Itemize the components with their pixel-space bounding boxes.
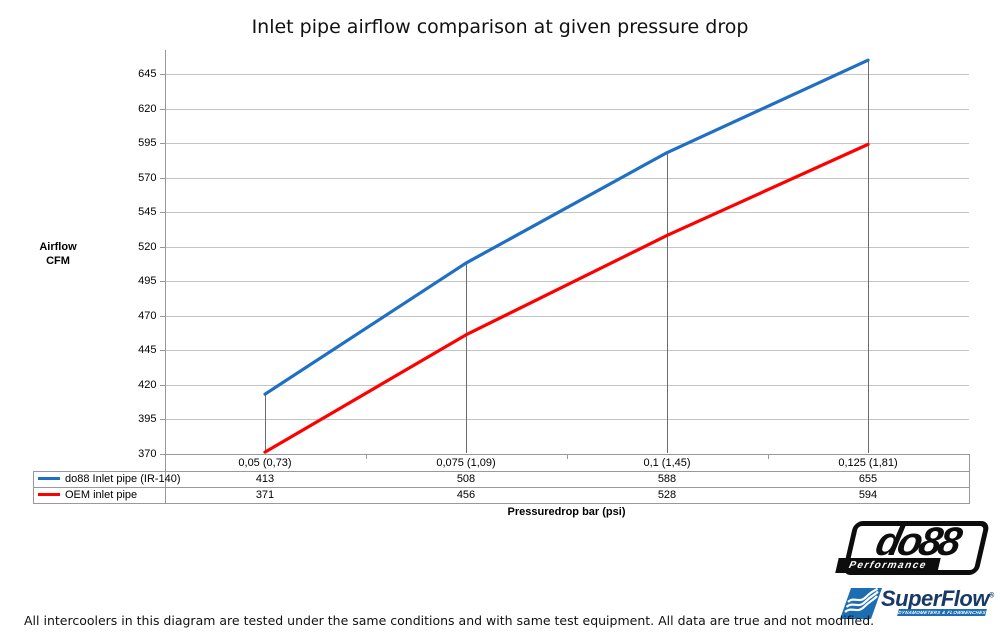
- y-axis-tick: [159, 281, 165, 282]
- series-line-do88-inlet-pipe-ir-140-: [263, 58, 870, 396]
- y-axis-tick: [159, 143, 165, 144]
- footnote-text: All intercoolers in this diagram are tes…: [24, 613, 875, 628]
- do88-logo-subtext: Performance: [835, 558, 941, 573]
- y-axis-tick: [159, 212, 165, 213]
- gridline: [164, 246, 969, 248]
- table-cell: 456: [456, 489, 476, 501]
- y-tick-label: 645: [138, 68, 157, 80]
- x-axis-title: Pressuredrop bar (psi): [507, 506, 626, 518]
- do88-logo: do88 Performance: [835, 520, 991, 575]
- y-tick-label: 545: [138, 206, 157, 218]
- y-tick-label: 420: [138, 378, 157, 391]
- gridline: [164, 315, 969, 317]
- gridline: [164, 281, 969, 282]
- y-axis-tick: [159, 246, 165, 248]
- drop-line: [667, 152, 668, 454]
- table-cell: 588: [657, 473, 677, 485]
- table-cell: 528: [657, 489, 677, 501]
- x-tick-label: 0,05 (0,73): [238, 456, 292, 469]
- y-tick-label: 595: [138, 137, 157, 149]
- table-row-border: [33, 502, 970, 504]
- x-tick-label: 0,1 (1,45): [643, 456, 691, 469]
- table-right-border: [968, 453, 970, 503]
- gridline: [164, 74, 969, 75]
- drop-line: [265, 394, 266, 454]
- x-tick-label: 0,075 (1,09): [436, 456, 496, 469]
- y-tick-label: 620: [138, 102, 157, 115]
- y-tick-label: 370: [138, 447, 157, 460]
- y-axis-tick: [159, 108, 165, 110]
- legend-cell: OEM inlet pipe: [34, 488, 165, 503]
- table-row-border: [33, 471, 970, 472]
- series-line-oem-inlet-pipe: [263, 142, 870, 454]
- x-axis-tick: [767, 453, 769, 459]
- gridline: [164, 212, 969, 213]
- gridline: [164, 350, 969, 351]
- table-left-border: [33, 471, 34, 503]
- y-axis-title-line1: Airflow: [39, 241, 77, 253]
- table-cell: 508: [456, 473, 476, 485]
- chart-title: Inlet pipe airflow comparison at given p…: [251, 16, 749, 38]
- x-tick-label: 0,125 (1,81): [838, 456, 898, 469]
- legend-label: OEM inlet pipe: [65, 489, 138, 501]
- y-axis-tick: [159, 350, 165, 351]
- x-axis-tick: [566, 453, 568, 459]
- table-cell: 413: [255, 473, 275, 485]
- legend-swatch: [38, 492, 60, 496]
- gridline: [164, 384, 969, 386]
- y-axis-title-line2: CFM: [46, 255, 70, 267]
- gridline: [164, 108, 969, 110]
- y-tick-label: 445: [138, 344, 157, 356]
- superflow-wordmark: SuperFlow: [881, 586, 989, 611]
- x-axis-tick: [365, 453, 367, 459]
- y-axis-tick: [159, 384, 165, 386]
- y-tick-label: 395: [138, 413, 157, 425]
- table-row-border: [33, 487, 970, 488]
- legend-cell: do88 Inlet pipe (IR-140): [34, 472, 181, 487]
- drop-line: [466, 263, 467, 454]
- gridline: [164, 143, 969, 144]
- table-cell: 594: [858, 489, 878, 501]
- drop-line: [868, 60, 869, 454]
- y-tick-label: 570: [138, 171, 157, 184]
- gridline: [164, 177, 969, 179]
- legend-label: do88 Inlet pipe (IR-140): [65, 473, 181, 485]
- table-cell: 371: [255, 489, 275, 501]
- y-axis-title: Airflow CFM: [22, 240, 94, 268]
- registered-mark: ®: [988, 592, 994, 600]
- x-axis-line: [159, 453, 969, 455]
- superflow-logo-text: SuperFlow®: [881, 586, 994, 612]
- table-cell: 655: [858, 473, 878, 485]
- y-axis-tick: [159, 177, 165, 179]
- y-tick-label: 470: [138, 309, 157, 322]
- y-tick-label: 520: [138, 240, 157, 253]
- y-axis-tick: [159, 74, 165, 75]
- y-axis-tick: [159, 419, 165, 420]
- y-tick-label: 495: [138, 275, 157, 287]
- y-axis-tick: [159, 315, 165, 317]
- gridline: [164, 419, 969, 420]
- y-axis-line: [164, 50, 166, 503]
- legend-swatch: [38, 476, 60, 480]
